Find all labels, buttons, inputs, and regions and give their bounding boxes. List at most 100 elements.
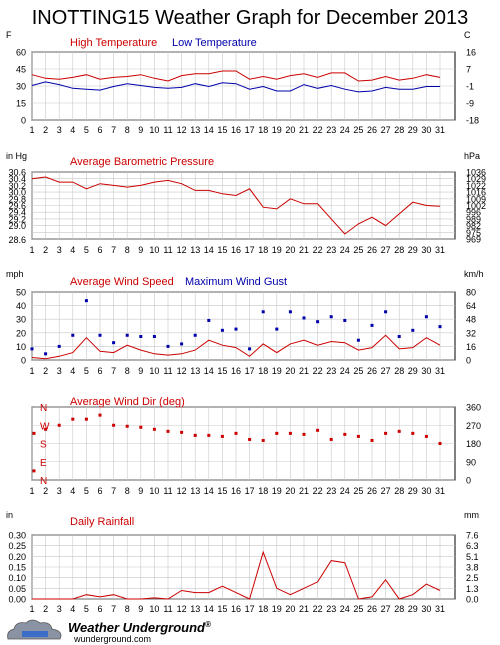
y2-tick-label: 1016 (466, 188, 486, 198)
x-tick-label: 4 (70, 366, 75, 376)
data-point (220, 328, 224, 332)
x-tick-label: 9 (138, 486, 143, 496)
data-point (32, 469, 36, 473)
x-tick-label: 9 (138, 245, 143, 255)
x-tick-label: 26 (367, 366, 377, 376)
x-tick-label: 5 (84, 604, 89, 614)
data-point (32, 431, 36, 435)
x-tick-label: 12 (177, 604, 187, 614)
x-tick-label: 23 (326, 604, 336, 614)
legend-item: Daily Rainfall (70, 516, 134, 528)
y2-tick-label: 989 (466, 214, 481, 224)
x-tick-label: 24 (340, 125, 350, 135)
y2-tick-label: 32 (466, 328, 476, 338)
y2-tick-label: 6.3 (466, 541, 479, 551)
x-tick-label: 13 (190, 125, 200, 135)
x-tick-label: 19 (272, 125, 282, 135)
x-tick-label: 2 (43, 486, 48, 496)
x-tick-label: 26 (367, 486, 377, 496)
y2-tick-label: -9 (466, 99, 474, 109)
data-point (329, 437, 333, 441)
x-tick-label: 19 (272, 604, 282, 614)
x-tick-label: 7 (111, 125, 116, 135)
x-tick-label: 18 (258, 366, 268, 376)
series-line (32, 550, 441, 600)
data-point (316, 320, 320, 324)
x-tick-label: 30 (421, 366, 431, 376)
data-point (180, 430, 184, 434)
y-tick-label: E (40, 458, 47, 469)
x-tick-label: 31 (435, 125, 445, 135)
x-tick-label: 7 (111, 245, 116, 255)
x-tick-label: 1 (29, 486, 34, 496)
y-tick-label: S (40, 440, 47, 451)
data-point (248, 347, 252, 351)
y2-tick-label: 1009 (466, 194, 486, 204)
x-tick-label: 3 (57, 125, 62, 135)
x-tick-label: 17 (245, 486, 255, 496)
y2-tick-label: 48 (466, 315, 476, 325)
x-tick-label: 22 (313, 604, 323, 614)
x-tick-label: 25 (353, 486, 363, 496)
x-tick-label: 15 (217, 486, 227, 496)
x-tick-label: 15 (217, 125, 227, 135)
data-point (302, 432, 306, 436)
legend-item: Average Wind Speed (70, 276, 174, 288)
y-tick-label: 28.6 (8, 235, 26, 245)
data-point (166, 344, 170, 348)
x-tick-label: 11 (163, 486, 172, 496)
x-tick-label: 15 (217, 366, 227, 376)
x-tick-label: 28 (394, 125, 404, 135)
data-point (84, 299, 88, 303)
left-unit-label: in (6, 510, 13, 520)
y-tick-label: 30 (16, 82, 26, 92)
y-tick-label: 0.10 (8, 573, 26, 583)
x-tick-label: 26 (367, 604, 377, 614)
data-point (152, 427, 156, 431)
data-point (302, 316, 306, 320)
x-tick-label: 4 (70, 486, 75, 496)
x-tick-label: 17 (245, 366, 255, 376)
x-tick-label: 3 (57, 604, 62, 614)
data-point (288, 310, 292, 314)
y2-tick-label: 969 (466, 235, 481, 245)
x-tick-label: 14 (204, 125, 214, 135)
x-tick-label: 27 (381, 604, 391, 614)
y-tick-label: 50 (16, 288, 26, 298)
y2-tick-label: 7 (466, 65, 471, 75)
y-tick-label: 29.0 (8, 221, 26, 231)
logo-text: Weather Underground® (68, 620, 211, 635)
data-point (316, 428, 320, 432)
legend-item: High Temperature (70, 37, 157, 49)
data-point (356, 434, 360, 438)
data-point (356, 338, 360, 342)
x-tick-label: 10 (149, 486, 159, 496)
x-tick-label: 24 (340, 486, 350, 496)
x-tick-label: 30 (421, 604, 431, 614)
data-point (234, 431, 238, 435)
y-tick-label: N (40, 403, 47, 414)
data-point (125, 333, 129, 337)
data-point (44, 427, 48, 431)
data-point (384, 310, 388, 314)
x-tick-label: 24 (340, 245, 350, 255)
y2-tick-label: 0.0 (466, 595, 479, 605)
y2-tick-label: 0 (466, 356, 471, 366)
x-tick-label: 23 (326, 125, 336, 135)
x-tick-label: 26 (367, 245, 377, 255)
x-tick-label: 5 (84, 125, 89, 135)
x-tick-label: 29 (408, 125, 418, 135)
x-tick-label: 13 (190, 486, 200, 496)
x-tick-label: 25 (353, 125, 363, 135)
series-line (31, 176, 441, 235)
x-tick-label: 30 (421, 125, 431, 135)
y2-tick-label: 1.3 (466, 584, 479, 594)
x-tick-label: 14 (204, 486, 214, 496)
rainbow-icon (22, 631, 48, 637)
y2-tick-label: 0 (466, 476, 471, 486)
y-tick-label: 30.0 (8, 188, 26, 198)
series-line (31, 81, 440, 93)
page-title: INOTTING15 Weather Graph for December 20… (31, 7, 469, 29)
data-point (71, 417, 75, 421)
data-point (125, 424, 129, 428)
